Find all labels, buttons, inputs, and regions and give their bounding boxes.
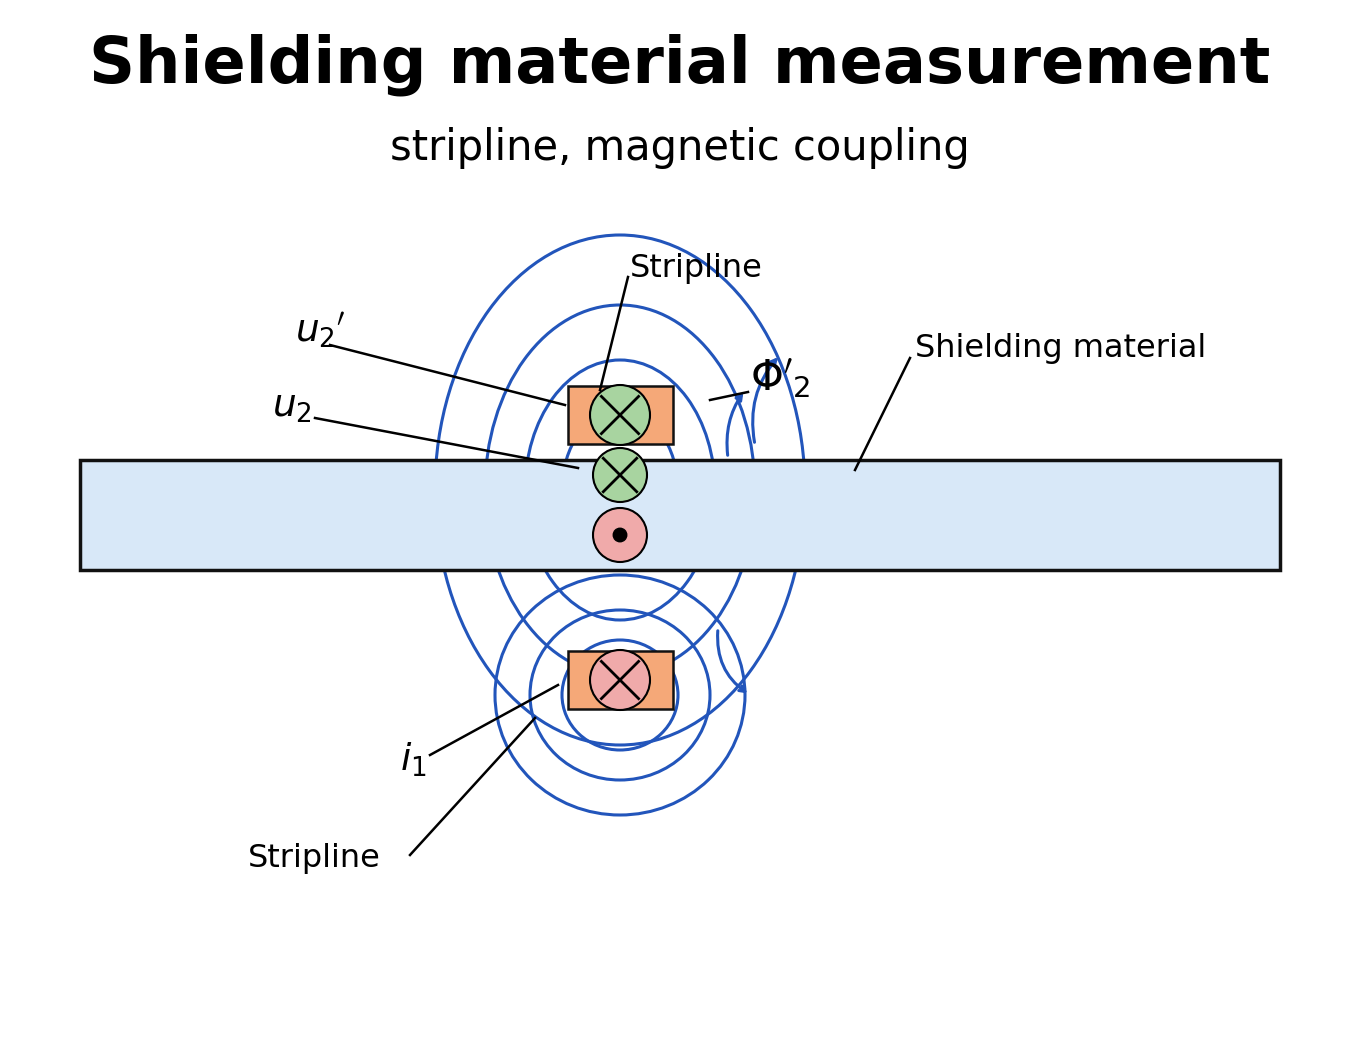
Text: $\boldsymbol{i_1}$: $\boldsymbol{i_1}$ <box>400 741 427 779</box>
Circle shape <box>593 448 647 502</box>
Circle shape <box>593 508 647 562</box>
Text: stripline, magnetic coupling: stripline, magnetic coupling <box>390 127 970 169</box>
Text: Shielding material measurement: Shielding material measurement <box>90 34 1270 96</box>
Bar <box>567 386 672 444</box>
Text: Stripline: Stripline <box>248 843 381 873</box>
Text: $\boldsymbol{u_2}'$: $\boldsymbol{u_2}'$ <box>295 310 345 350</box>
Bar <box>567 650 672 709</box>
Circle shape <box>590 385 650 445</box>
Circle shape <box>590 650 650 710</box>
Text: Stripline: Stripline <box>630 252 763 283</box>
Circle shape <box>613 528 627 542</box>
Text: $\Phi'_2$: $\Phi'_2$ <box>749 356 811 400</box>
Text: Shielding material: Shielding material <box>915 333 1206 363</box>
Text: $\boldsymbol{u_2}$: $\boldsymbol{u_2}$ <box>272 389 311 425</box>
Bar <box>80 460 1280 570</box>
